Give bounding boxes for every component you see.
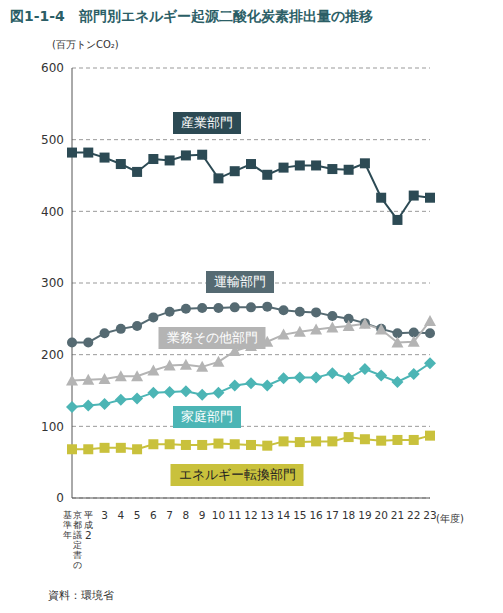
svg-text:23: 23: [423, 509, 436, 521]
svg-text:年: 年: [63, 530, 72, 540]
svg-text:500: 500: [41, 133, 64, 147]
svg-text:書: 書: [73, 550, 82, 560]
svg-text:20: 20: [374, 509, 387, 521]
svg-text:13: 13: [261, 509, 274, 521]
svg-text:11: 11: [228, 509, 241, 521]
svg-text:議: 議: [73, 530, 82, 540]
svg-text:16: 16: [309, 509, 323, 521]
svg-text:10: 10: [212, 509, 225, 521]
svg-text:21: 21: [391, 509, 404, 521]
svg-text:平: 平: [84, 510, 93, 520]
svg-text:19: 19: [358, 509, 371, 521]
svg-text:5: 5: [134, 509, 141, 521]
svg-text:準: 準: [63, 520, 72, 530]
svg-text:18: 18: [342, 509, 355, 521]
html-text:(百万トンCO₂): (百万トンCO₂): [52, 39, 119, 50]
html-text:(年度): (年度): [436, 513, 464, 524]
svg-text:定: 定: [73, 540, 82, 550]
svg-text:4: 4: [117, 509, 124, 521]
svg-text:17: 17: [326, 509, 339, 521]
svg-text:3: 3: [101, 509, 108, 521]
html-text:家庭部門: 家庭部門: [181, 409, 233, 424]
svg-text:200: 200: [41, 348, 64, 362]
html-text:図1-1-4 部門別エネルギー起源二酸化炭素排出量の推移: 図1-1-4 部門別エネルギー起源二酸化炭素排出量の推移: [10, 8, 373, 24]
svg-text:都: 都: [73, 520, 82, 530]
svg-text:6: 6: [150, 509, 157, 521]
html-text:エネルギー転換部門: エネルギー転換部門: [178, 467, 296, 482]
svg-text:300: 300: [41, 276, 64, 290]
svg-text:の: の: [73, 560, 82, 570]
svg-text:400: 400: [41, 205, 64, 219]
html-text:資料：環境省: 資料：環境省: [48, 589, 114, 602]
html-text:業務その他部門: 業務その他部門: [166, 330, 258, 345]
html-text:運輸部門: 運輸部門: [214, 274, 266, 289]
svg-text:2: 2: [85, 529, 92, 541]
svg-text:基: 基: [63, 510, 72, 520]
svg-text:京: 京: [73, 510, 82, 520]
svg-text:14: 14: [277, 509, 291, 521]
svg-text:100: 100: [41, 420, 64, 434]
svg-text:22: 22: [407, 509, 420, 521]
svg-text:12: 12: [244, 509, 257, 521]
svg-text:8: 8: [183, 509, 190, 521]
svg-text:0: 0: [56, 491, 64, 505]
svg-text:成: 成: [83, 520, 93, 530]
svg-text:15: 15: [293, 509, 306, 521]
svg-text:600: 600: [41, 61, 64, 75]
svg-text:9: 9: [199, 509, 206, 521]
svg-text:7: 7: [166, 509, 173, 521]
html-text:産業部門: 産業部門: [181, 115, 233, 130]
